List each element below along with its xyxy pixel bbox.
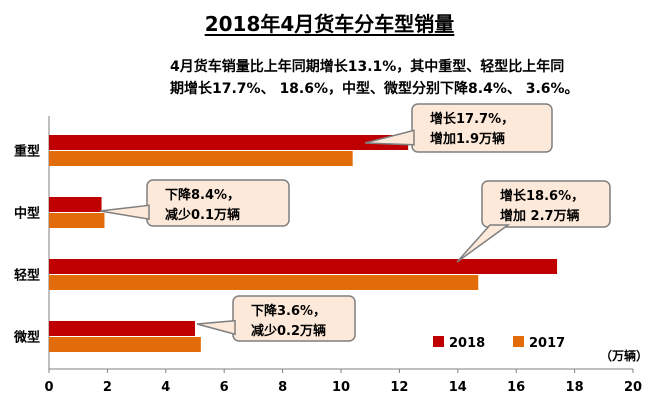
callout-pointer bbox=[196, 319, 236, 336]
legend-label-2017: 2017 bbox=[529, 336, 565, 351]
callout-text: 增长17.7%， bbox=[430, 111, 514, 127]
x-tick-label: 12 bbox=[390, 380, 408, 395]
bar-2018 bbox=[49, 259, 558, 274]
bar-2018 bbox=[49, 321, 195, 336]
callout-pointer bbox=[456, 224, 511, 263]
x-tick-label: 14 bbox=[449, 380, 467, 395]
callout-text: 减少0.2万辆 bbox=[251, 323, 326, 339]
x-tick-label: 8 bbox=[278, 380, 287, 395]
bar-2017 bbox=[49, 213, 105, 228]
callout-text: 增加1.9万辆 bbox=[430, 131, 505, 147]
chart-subtitle-line-2: 期增长17.7%、 18.6%，中型、微型分别下降8.4%、 3.6%。 bbox=[170, 81, 579, 97]
y-category-label: 中型 bbox=[14, 206, 40, 222]
callout-pointer bbox=[364, 129, 415, 146]
legend-swatch-2017 bbox=[513, 336, 524, 347]
callout-text: 增加 2.7万辆 bbox=[500, 208, 580, 224]
x-unit-label: （万辆） bbox=[600, 348, 648, 363]
bar-2017 bbox=[49, 275, 479, 290]
bar-2017 bbox=[49, 151, 353, 166]
legend-label-2018: 2018 bbox=[449, 336, 485, 351]
callout-box bbox=[411, 103, 553, 153]
callout-pointer bbox=[99, 204, 150, 220]
x-tick-label: 6 bbox=[220, 380, 229, 395]
bar-2017 bbox=[49, 337, 201, 352]
callout-text: 下降8.4%， bbox=[165, 187, 240, 203]
x-tick-label: 18 bbox=[566, 380, 584, 395]
chart-title: 2018年4月货车分车型销量 bbox=[204, 12, 455, 36]
callout-box bbox=[481, 180, 611, 228]
callout-text: 减少0.1万辆 bbox=[165, 207, 240, 223]
x-tick-label: 0 bbox=[44, 380, 53, 395]
x-tick-label: 10 bbox=[332, 380, 350, 395]
callout-text: 增长18.6%， bbox=[500, 188, 584, 204]
y-category-label: 微型 bbox=[13, 330, 40, 346]
callout-box bbox=[146, 179, 290, 227]
x-tick-label: 2 bbox=[103, 380, 112, 395]
legend-swatch-2018 bbox=[433, 336, 444, 347]
x-tick-label: 20 bbox=[624, 380, 642, 395]
x-tick-label: 16 bbox=[507, 380, 525, 395]
y-category-label: 轻型 bbox=[14, 268, 40, 284]
chart-subtitle-line-1: 4月货车销量比上年同期增长13.1%，其中重型、轻型比上年同 bbox=[170, 59, 565, 75]
y-category-label: 重型 bbox=[14, 144, 40, 160]
bar-2018 bbox=[49, 197, 102, 212]
x-tick-label: 4 bbox=[161, 380, 170, 395]
callout-box bbox=[232, 295, 356, 342]
callout-text: 下降3.6%， bbox=[251, 303, 326, 319]
bar-2018 bbox=[49, 135, 409, 150]
